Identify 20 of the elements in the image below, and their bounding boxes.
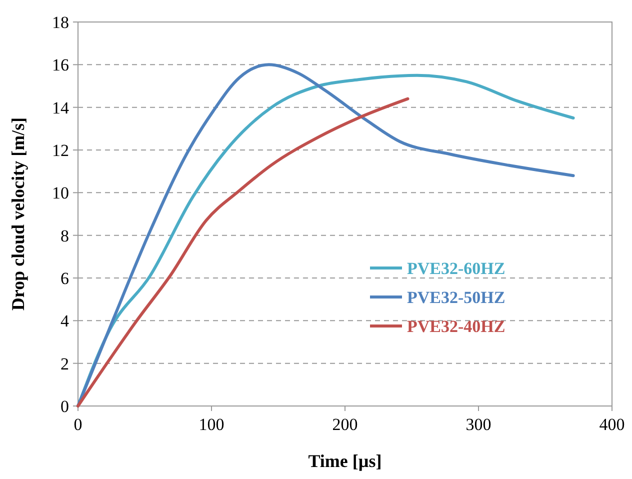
y-tick-label: 16 bbox=[52, 56, 69, 75]
legend-label: PVE32-50HZ bbox=[407, 288, 506, 307]
y-tick-label: 10 bbox=[52, 184, 69, 203]
x-tick-label: 100 bbox=[198, 415, 224, 434]
x-tick-label: 300 bbox=[466, 415, 492, 434]
x-axis-title: Time [µs] bbox=[308, 451, 382, 471]
y-tick-label: 18 bbox=[52, 12, 69, 32]
x-tick-label: 400 bbox=[599, 415, 625, 434]
y-tick-label: 6 bbox=[60, 268, 69, 288]
x-tick-label: 200 bbox=[332, 415, 358, 434]
x-tick-label: 0 bbox=[74, 415, 82, 434]
y-tick-label: 14 bbox=[52, 98, 70, 118]
y-axis-title: Drop cloud velocity [m/s] bbox=[8, 117, 28, 311]
y-tick-label: 12 bbox=[52, 140, 69, 160]
y-tick-label: 2 bbox=[60, 354, 69, 374]
y-tick-label: 8 bbox=[60, 226, 69, 246]
legend-label: PVE32-40HZ bbox=[407, 316, 506, 336]
y-tick-label: 0 bbox=[60, 396, 69, 416]
y-tick-label: 4 bbox=[60, 312, 70, 331]
legend-label: PVE32-60HZ bbox=[407, 258, 506, 278]
